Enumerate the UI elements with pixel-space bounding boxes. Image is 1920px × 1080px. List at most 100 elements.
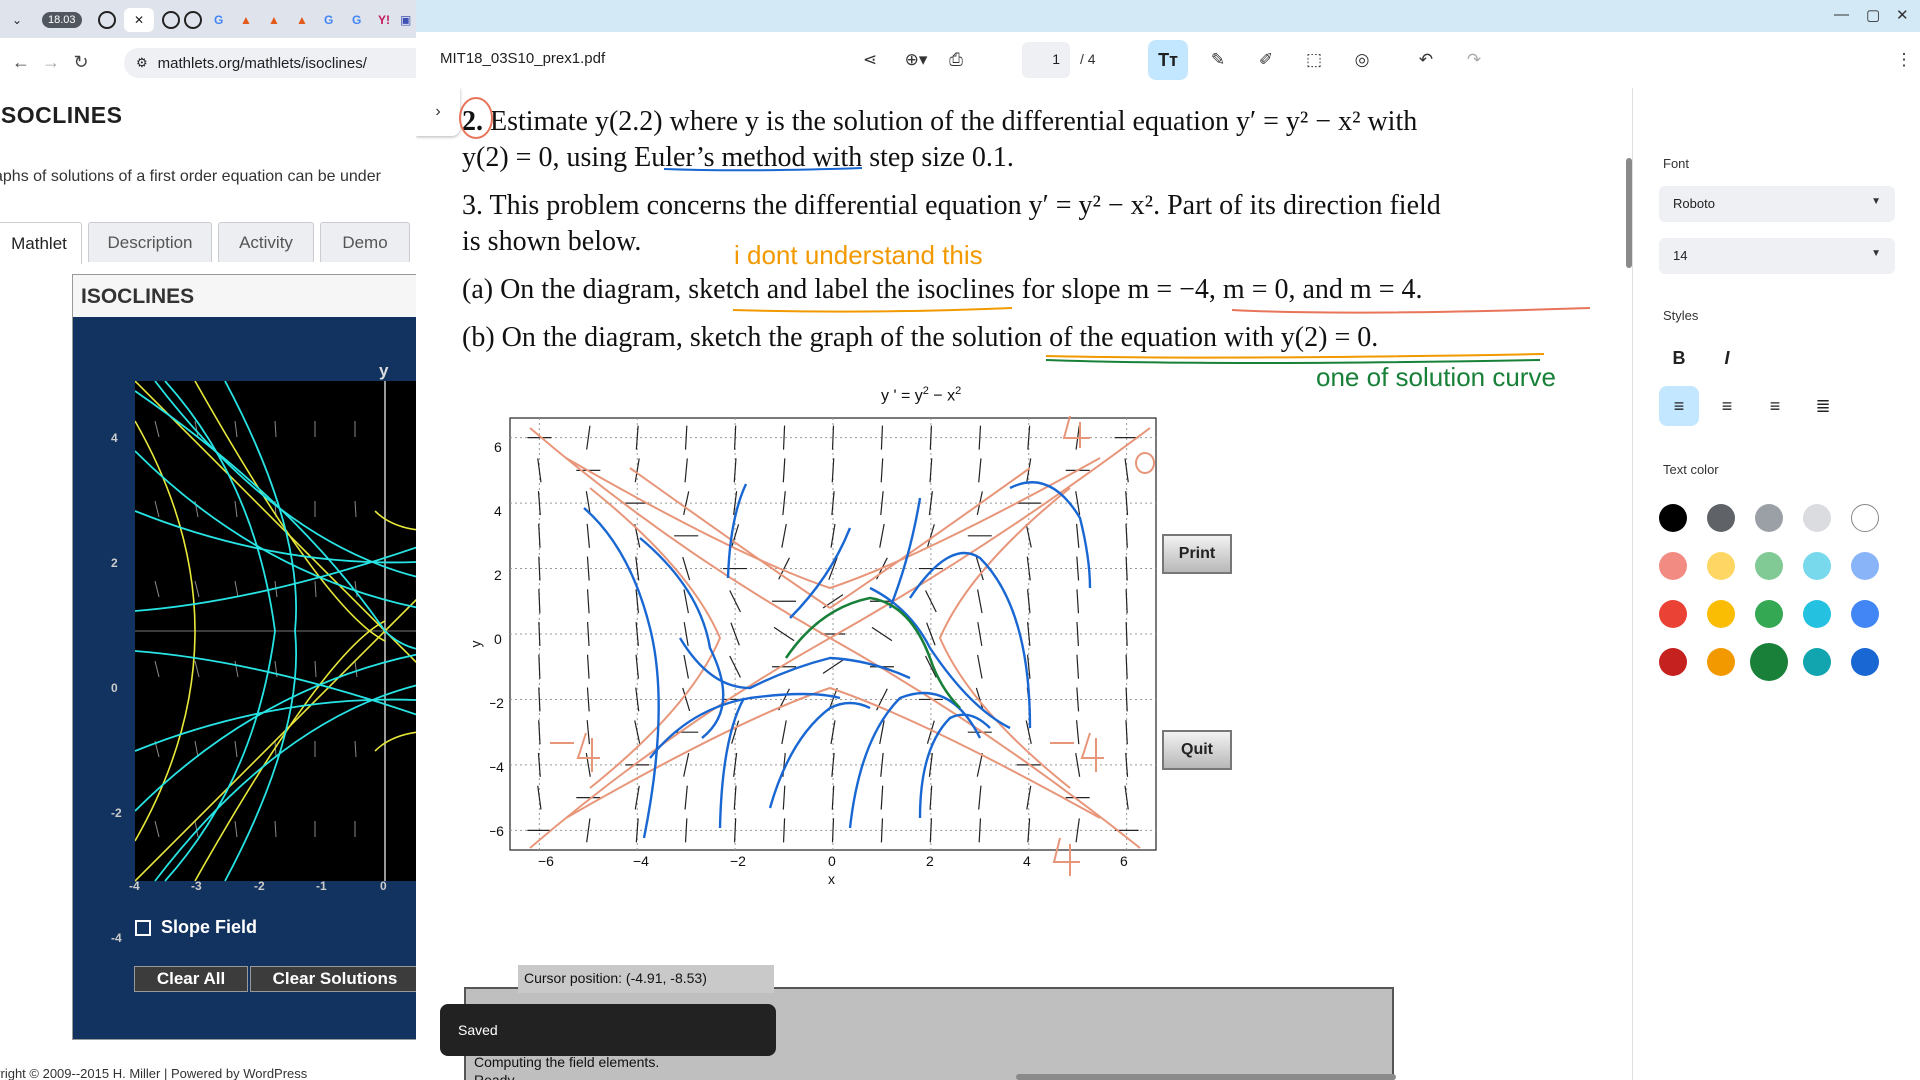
tab-search-dropdown[interactable]: ⌄ [11,13,23,27]
slope-segment [1027,621,1031,647]
undo-icon[interactable]: ↶ [1418,50,1434,69]
color-swatch[interactable] [1750,643,1788,681]
y-tick: 0 [494,631,502,647]
color-swatch[interactable] [1755,504,1783,532]
y-tick: 4 [494,503,502,519]
color-swatch[interactable] [1851,648,1879,676]
share-icon[interactable]: ⋖ [862,50,878,69]
slope-segment [537,752,541,777]
color-swatch[interactable] [1659,600,1687,628]
minimize-icon[interactable]: — [1834,6,1849,23]
page-number-input[interactable]: 1 [1022,42,1070,78]
tab-description[interactable]: Description [88,222,212,262]
slope-segment [831,458,835,483]
tab-favicon[interactable] [162,8,180,32]
color-swatch[interactable] [1659,648,1687,676]
active-tab[interactable]: ✕ [124,8,154,32]
slope-field-toggle[interactable]: Slope Field [135,917,257,938]
tab-google-icon[interactable]: G [352,13,362,27]
bold-button[interactable]: B [1672,347,1686,368]
print-button[interactable]: Print [1162,534,1232,574]
print-icon[interactable]: ⎙ [949,50,963,69]
color-swatch[interactable] [1755,552,1783,580]
tab-favicon[interactable] [184,8,202,32]
orange-note[interactable]: i dont understand this [734,240,983,270]
color-swatch[interactable] [1803,552,1831,580]
color-swatch[interactable] [1659,552,1687,580]
text-ink-overlay [459,97,1591,364]
select-area-icon[interactable]: ⬚ [1305,50,1323,69]
address-bar[interactable]: ⚙ mathlets.org/mathlets/isoclines/ [124,48,416,78]
highlighter-icon[interactable]: ✐ [1258,50,1274,69]
color-swatch[interactable] [1707,504,1735,532]
maximize-icon[interactable]: ▢ [1866,7,1881,24]
slope-field-checkbox[interactable] [135,919,151,936]
text-annotation-button[interactable]: Tт [1148,40,1188,80]
clear-all-button[interactable]: Clear All [134,966,248,992]
tab-group-badge[interactable]: 18.03 [42,8,82,32]
tab-demo[interactable]: Demo [320,222,410,262]
vertical-scrollbar[interactable] [1626,158,1632,268]
more-options-icon[interactable]: ⋮ [1895,50,1913,69]
applet-y-tick: -4 [111,931,122,945]
italic-button[interactable]: I [1724,347,1730,368]
close-icon[interactable]: ✕ [133,13,145,27]
color-swatch[interactable] [1707,648,1735,676]
zoom-icon[interactable]: ⊕▾ [904,50,928,69]
color-swatch[interactable] [1707,552,1735,580]
align-center-icon[interactable]: ≡ [1721,395,1733,416]
applet-plot[interactable] [135,381,416,901]
tab-activity[interactable]: Activity [218,222,314,262]
color-swatch[interactable] [1851,504,1879,532]
reload-icon[interactable]: ↻ [73,51,89,72]
tab-matlab-icon[interactable]: ▲ [296,13,308,27]
forward-arrow-icon[interactable]: → [42,51,60,72]
redo-icon[interactable]: ↷ [1466,50,1482,69]
applet-x-tick: -2 [254,879,265,893]
tab-google-icon[interactable]: G [214,13,224,27]
tab-site-icon[interactable]: ▣ [400,13,412,27]
back-arrow-icon[interactable]: ← [12,51,30,72]
quit-button[interactable]: Quit [1162,730,1232,770]
color-swatch[interactable] [1851,552,1879,580]
slope-segment [830,720,836,745]
direction-field-plot[interactable]: −6 −4 −2 0 2 4 6 x 6 4 2 0 −2 −4 −6 [490,408,1210,988]
color-swatch[interactable] [1755,600,1783,628]
pdf-page-area[interactable]: › 2. Estimate y(2.2) where y is the solu… [416,88,1632,1080]
isocline-sketches [529,427,1151,849]
solution-curve-green [784,596,961,709]
site-info-icon[interactable]: ⚙ [136,55,148,70]
applet-y-tick: -2 [111,806,122,820]
font-size-select[interactable]: 14 ▼ [1659,238,1895,274]
clear-solutions-button[interactable]: Clear Solutions [250,966,416,992]
font-family-select[interactable]: Roboto ▼ [1659,186,1895,222]
lens-icon[interactable]: ◎ [1354,50,1370,69]
saved-toast: Saved [440,1004,776,1056]
slope-segment [977,654,983,679]
slope-segment [585,491,591,516]
tab-yahoo-icon[interactable]: Y! [378,13,390,27]
slope-segment [782,491,786,516]
draw-icon[interactable]: ✎ [1210,50,1226,69]
color-swatch[interactable] [1803,648,1831,676]
chevron-right-icon[interactable]: › [416,88,460,136]
align-left-icon[interactable]: ≡ [1659,386,1699,426]
tab-icon [98,11,116,29]
horizontal-scrollbar[interactable] [1016,1074,1396,1080]
slope-segment [879,720,885,745]
color-swatch[interactable] [1659,504,1687,532]
color-swatch[interactable] [1803,600,1831,628]
justify-icon[interactable]: ≣ [1815,395,1831,416]
color-swatch[interactable] [1803,504,1831,532]
tab-matlab-icon[interactable]: ▲ [268,13,280,27]
tab-mathlet[interactable]: Mathlet [0,222,82,264]
tab-matlab-icon[interactable]: ▲ [240,13,252,27]
tab-google-icon[interactable]: G [324,13,334,27]
close-window-icon[interactable]: ✕ [1896,7,1909,24]
green-note[interactable]: one of solution curve [1316,362,1556,392]
color-swatch[interactable] [1851,600,1879,628]
align-right-icon[interactable]: ≡ [1769,395,1781,416]
color-swatch[interactable] [1707,600,1735,628]
tab-favicon[interactable] [98,8,116,32]
slope-segment [730,622,740,646]
